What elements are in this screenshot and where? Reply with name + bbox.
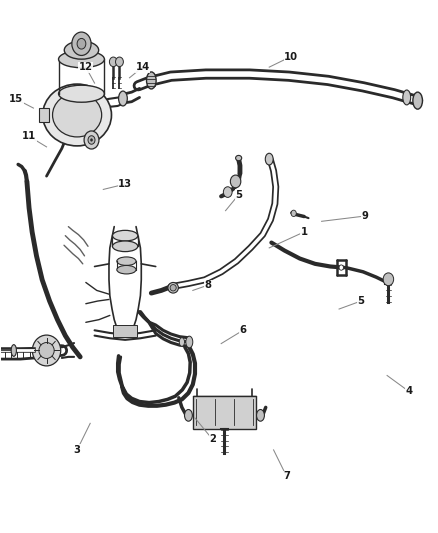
Text: 6: 6: [240, 325, 247, 335]
Ellipse shape: [53, 93, 102, 137]
Ellipse shape: [64, 41, 99, 59]
Text: 4: 4: [405, 386, 413, 397]
Text: 1: 1: [300, 227, 308, 237]
Ellipse shape: [413, 92, 423, 109]
Text: 2: 2: [209, 434, 216, 445]
FancyBboxPatch shape: [39, 108, 49, 122]
Text: 14: 14: [135, 62, 150, 72]
FancyBboxPatch shape: [193, 395, 256, 429]
Ellipse shape: [32, 335, 61, 366]
Ellipse shape: [119, 91, 127, 106]
Ellipse shape: [403, 90, 411, 105]
Ellipse shape: [179, 338, 184, 346]
Ellipse shape: [117, 257, 136, 265]
Ellipse shape: [113, 241, 138, 252]
Text: 3: 3: [74, 445, 81, 455]
Ellipse shape: [43, 84, 112, 146]
Text: 15: 15: [9, 94, 23, 104]
Ellipse shape: [257, 409, 265, 421]
Text: 12: 12: [79, 62, 93, 72]
Text: 7: 7: [283, 472, 290, 481]
Circle shape: [383, 273, 394, 286]
Circle shape: [339, 265, 343, 270]
Ellipse shape: [265, 154, 273, 165]
Ellipse shape: [117, 265, 136, 274]
Ellipse shape: [59, 85, 104, 102]
Ellipse shape: [170, 285, 176, 291]
Ellipse shape: [147, 72, 156, 89]
Text: 5: 5: [357, 296, 364, 306]
Ellipse shape: [11, 345, 16, 357]
Ellipse shape: [236, 156, 242, 161]
Ellipse shape: [168, 282, 178, 293]
Circle shape: [90, 139, 93, 142]
Text: 13: 13: [118, 179, 132, 189]
Circle shape: [88, 136, 95, 144]
Circle shape: [110, 57, 117, 67]
Circle shape: [116, 57, 124, 67]
Circle shape: [223, 187, 232, 197]
Text: 5: 5: [235, 190, 242, 200]
Ellipse shape: [184, 409, 192, 421]
Circle shape: [77, 38, 86, 49]
Circle shape: [230, 175, 241, 188]
Circle shape: [84, 131, 99, 149]
Ellipse shape: [186, 336, 193, 348]
Text: 8: 8: [205, 280, 212, 290]
Ellipse shape: [59, 51, 104, 68]
Text: 9: 9: [362, 211, 369, 221]
Text: 11: 11: [22, 131, 36, 141]
Circle shape: [291, 210, 296, 216]
Ellipse shape: [113, 230, 138, 241]
Ellipse shape: [39, 343, 54, 359]
Text: 10: 10: [284, 52, 298, 61]
FancyBboxPatch shape: [113, 325, 138, 337]
Circle shape: [72, 32, 91, 55]
